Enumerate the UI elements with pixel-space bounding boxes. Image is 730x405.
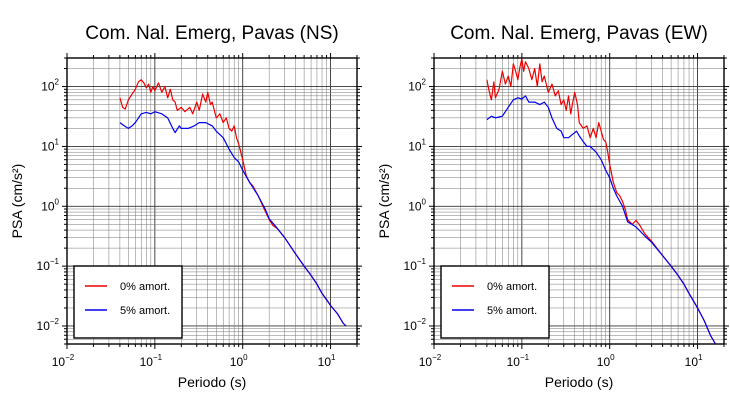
x-tick-label: 100 — [230, 353, 248, 369]
series-line-undamped — [486, 58, 717, 344]
y-tick-label: 100 — [408, 197, 426, 213]
x-tick-label: 10−2 — [52, 353, 75, 369]
legend-box — [73, 265, 183, 339]
y-tick-base: 10 — [41, 80, 55, 94]
y-tick-label: 101 — [41, 137, 59, 153]
chart-title: Com. Nal. Emerg, Pavas (NS) — [85, 23, 338, 44]
y-tick-exp: −1 — [50, 257, 60, 266]
x-tick-base: 10 — [52, 355, 66, 369]
x-tick-label: 10−1 — [507, 353, 530, 369]
y-tick-base: 10 — [41, 199, 55, 213]
legend-box — [440, 265, 550, 339]
y-tick-base: 10 — [408, 80, 422, 94]
y-tick-base: 10 — [408, 139, 422, 153]
x-tick-label: 101 — [685, 353, 703, 369]
y-tick-label: 102 — [41, 78, 59, 94]
series-group — [119, 79, 347, 327]
series-line-damped — [486, 95, 717, 344]
x-tick-exp: −2 — [432, 353, 442, 362]
legend: 0% amort. 5% amort. — [440, 265, 550, 339]
y-tick-label: 100 — [41, 197, 59, 213]
x-tick-base: 10 — [140, 355, 154, 369]
chart-title: Com. Nal. Emerg, Pavas (EW) — [450, 23, 708, 44]
y-tick-exp: 1 — [55, 137, 60, 146]
y-tick-label: 101 — [408, 137, 426, 153]
x-tick-base: 10 — [685, 355, 699, 369]
y-tick-base: 10 — [404, 259, 418, 273]
y-tick-base: 10 — [37, 259, 51, 273]
plot-frame — [66, 57, 358, 345]
x-tick-label: 100 — [597, 353, 615, 369]
legend-label: 0% amort. — [487, 281, 537, 293]
legend-label: 5% amort. — [120, 305, 170, 317]
y-tick-exp: −2 — [50, 317, 60, 326]
y-tick-base: 10 — [408, 199, 422, 213]
x-tick-label: 101 — [318, 353, 336, 369]
legend-label: 0% amort. — [120, 281, 170, 293]
y-tick-exp: −1 — [417, 257, 427, 266]
y-tick-exp: 2 — [422, 78, 427, 87]
x-tick-base: 10 — [230, 355, 244, 369]
series-group — [486, 58, 717, 344]
y-tick-label: 102 — [408, 78, 426, 94]
y-tick-exp: 0 — [422, 197, 427, 206]
plot-frame — [433, 57, 725, 345]
x-axis-label: Periodo (s) — [545, 374, 613, 390]
x-tick-exp: −1 — [520, 353, 530, 362]
x-tick-base: 10 — [597, 355, 611, 369]
y-tick-base: 10 — [41, 139, 55, 153]
y-tick-base: 10 — [37, 319, 51, 333]
y-tick-label: 10−2 — [404, 317, 427, 333]
x-tick-exp: 0 — [610, 353, 615, 362]
x-tick-base: 10 — [419, 355, 433, 369]
y-tick-exp: 1 — [422, 137, 427, 146]
y-tick-exp: 2 — [55, 78, 60, 87]
legend-label: 5% amort. — [487, 305, 537, 317]
x-tick-exp: −1 — [153, 353, 163, 362]
x-tick-base: 10 — [318, 355, 332, 369]
x-tick-base: 10 — [507, 355, 521, 369]
y-tick-exp: −2 — [417, 317, 427, 326]
series-line-damped — [119, 111, 347, 327]
y-axis-label: PSA (cm/s²) — [9, 164, 25, 239]
x-axis-label: Periodo (s) — [178, 374, 246, 390]
grid — [434, 58, 724, 344]
y-tick-label: 10−1 — [404, 257, 427, 273]
x-tick-exp: −2 — [65, 353, 75, 362]
x-tick-exp: 1 — [331, 353, 336, 362]
y-axis-label: PSA (cm/s²) — [376, 164, 392, 239]
y-tick-base: 10 — [404, 319, 418, 333]
x-tick-exp: 0 — [243, 353, 248, 362]
x-tick-label: 10−2 — [419, 353, 442, 369]
x-tick-label: 10−1 — [140, 353, 163, 369]
y-tick-exp: 0 — [55, 197, 60, 206]
legend: 0% amort. 5% amort. — [73, 265, 183, 339]
y-tick-label: 10−1 — [37, 257, 60, 273]
x-tick-exp: 1 — [698, 353, 703, 362]
y-tick-label: 10−2 — [37, 317, 60, 333]
